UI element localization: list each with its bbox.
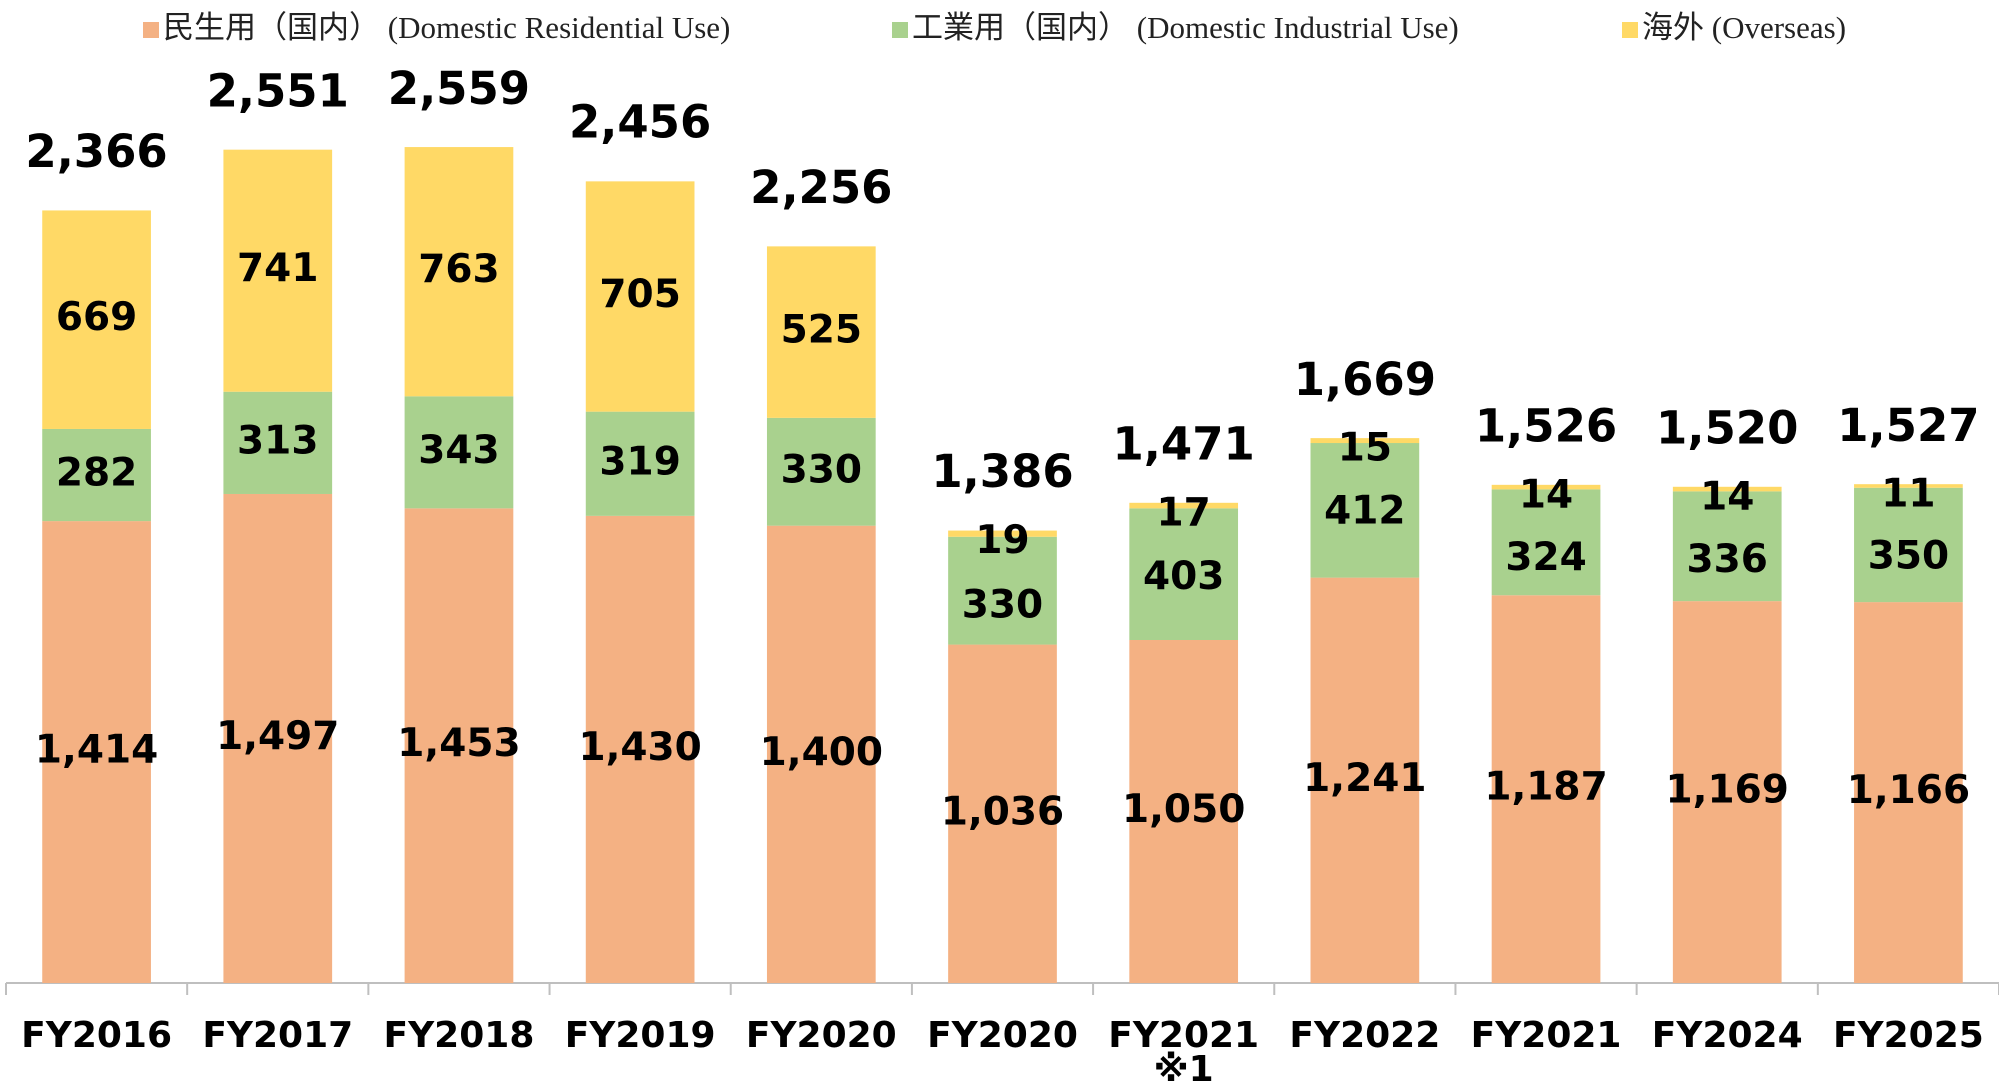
bar-segment (948, 530, 1057, 537)
bar-segment (585, 515, 695, 983)
x-tick-label: FY2022 (1289, 1015, 1440, 1056)
legend-swatch (1622, 22, 1638, 38)
data-label: 525 (781, 308, 862, 353)
data-label: 17 (1157, 490, 1211, 535)
total-label: 1,386 (931, 445, 1073, 498)
bar-segment (42, 428, 151, 522)
data-label: 1,187 (1484, 765, 1607, 810)
bar-segment (585, 181, 695, 412)
legend-swatch (892, 22, 908, 38)
bar-segment (1129, 640, 1239, 983)
bar-segment (1129, 508, 1239, 640)
x-tick-label: FY2021 (1471, 1015, 1622, 1056)
data-label: 343 (418, 428, 499, 473)
bar-segment (1672, 601, 1782, 983)
data-label: 1,430 (578, 725, 701, 770)
data-label: 741 (237, 246, 318, 291)
bar-segment (1491, 484, 1601, 490)
data-label: 11 (1881, 472, 1935, 517)
data-label: 763 (418, 247, 499, 292)
data-label: 330 (781, 447, 862, 492)
legend-label: 工業用（国内） (Domestic Industrial Use) (912, 10, 1459, 45)
bar-segment (585, 411, 695, 516)
x-tick-label: FY2016 (21, 1015, 172, 1056)
total-label: 1,527 (1837, 399, 1979, 452)
bar-segment (404, 147, 514, 397)
bar-segment (404, 396, 514, 509)
bar-segment (1491, 595, 1601, 983)
bar-segment (1854, 487, 1963, 603)
total-label: 2,559 (388, 62, 530, 115)
data-label: 350 (1868, 533, 1949, 578)
bar-segment (1672, 486, 1782, 492)
total-label: 1,526 (1475, 400, 1617, 453)
bar-segment (766, 417, 876, 526)
bar-segment (223, 149, 333, 392)
bar-segment (1491, 489, 1601, 596)
bar-segment (1672, 491, 1782, 602)
total-label: 1,471 (1113, 417, 1255, 470)
data-label: 313 (237, 418, 318, 463)
data-label: 1,036 (941, 789, 1064, 834)
data-label: 1,414 (35, 728, 158, 773)
data-label: 669 (56, 295, 137, 340)
data-label: 14 (1700, 474, 1754, 519)
bar-segment (948, 644, 1057, 983)
category-note: ※1 (1154, 1049, 1214, 1083)
bar-segment (1854, 484, 1963, 488)
total-label: 2,256 (750, 161, 892, 214)
bar-segment (1310, 438, 1420, 444)
x-tick-label: FY2024 (1652, 1015, 1803, 1056)
data-label: 705 (599, 272, 680, 317)
data-label: 319 (599, 439, 680, 484)
legend-swatch (143, 22, 159, 38)
data-label: 15 (1338, 426, 1392, 471)
data-label: 14 (1519, 472, 1573, 517)
data-label: 1,241 (1303, 756, 1426, 801)
total-label: 2,366 (25, 125, 167, 178)
total-label: 1,520 (1656, 401, 1798, 454)
bar-segment (404, 508, 514, 983)
total-label: 1,669 (1294, 353, 1436, 406)
x-tick-label: FY2020 (927, 1015, 1078, 1056)
x-tick-label: FY2018 (384, 1015, 535, 1056)
bar-segment (1129, 502, 1239, 509)
data-label: 1,497 (216, 714, 339, 759)
data-label: 1,050 (1122, 787, 1245, 832)
bar-segment (42, 210, 151, 429)
data-label: 1,400 (760, 730, 883, 775)
bar-segment (223, 391, 333, 494)
bar-segment (1854, 602, 1963, 983)
total-label: 2,551 (207, 65, 349, 118)
data-label: 1,169 (1666, 768, 1789, 813)
data-label: 1,453 (397, 721, 520, 766)
data-label: 1,166 (1847, 768, 1970, 813)
x-tick-label: FY2017 (202, 1015, 353, 1056)
data-label: 330 (962, 582, 1043, 627)
x-tick-label: FY2020 (746, 1015, 897, 1056)
bar-segment (1310, 443, 1420, 578)
x-tick-label: FY2025 (1833, 1015, 1984, 1056)
legend-label: 海外 (Overseas) (1642, 10, 1846, 45)
data-label: 282 (56, 451, 137, 496)
bar-segment (766, 246, 876, 418)
bar-segment (766, 525, 876, 983)
data-label: 324 (1505, 535, 1586, 580)
x-tick-label: FY2019 (565, 1015, 716, 1056)
bar-segment (1310, 577, 1420, 983)
bar-segment (42, 521, 151, 983)
data-label: 19 (975, 518, 1029, 563)
legend-label: 民生用（国内） (Domestic Residential Use) (163, 10, 730, 45)
data-label: 336 (1687, 537, 1768, 582)
data-label: 412 (1324, 489, 1405, 534)
data-label: 403 (1143, 554, 1224, 599)
bar-segment (948, 536, 1057, 645)
total-label: 2,456 (569, 96, 711, 149)
bar-segment (223, 493, 333, 983)
x-tick-label: FY2021 (1108, 1015, 1259, 1056)
